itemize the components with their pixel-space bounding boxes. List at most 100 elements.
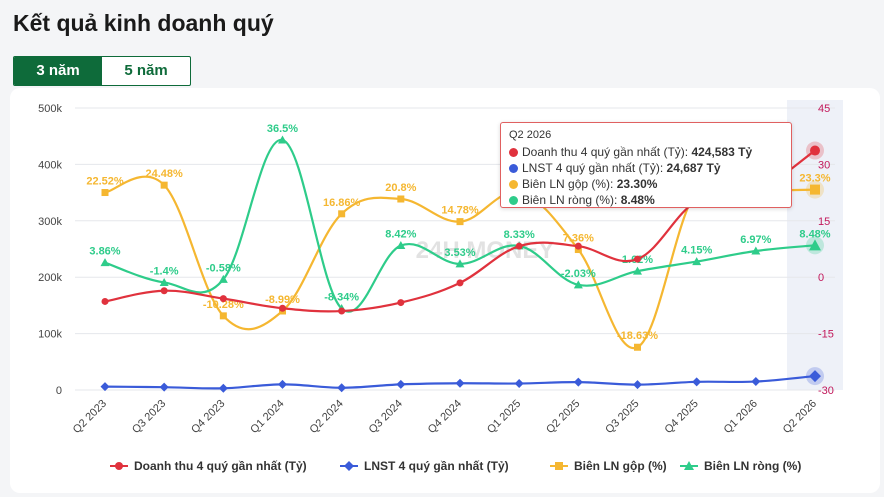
- data-point: [751, 377, 761, 387]
- data-point: [101, 297, 109, 305]
- x-tick-label: Q2 2026: [781, 398, 819, 436]
- x-tick-label: Q2 2023: [71, 398, 109, 436]
- data-label: -8.99%: [265, 294, 300, 306]
- y-right-tick-label: -15: [818, 329, 834, 341]
- y-left-tick-label: 400k: [38, 159, 62, 171]
- data-point: [396, 379, 406, 389]
- data-point: [633, 380, 642, 390]
- data-point: [160, 181, 168, 189]
- tooltip-dot: [509, 180, 518, 189]
- page-title: Kết quả kinh doanh quý: [13, 10, 274, 36]
- data-point: [456, 279, 464, 287]
- data-label: 20.8%: [385, 182, 416, 194]
- legend-marker: [344, 461, 354, 471]
- data-point: [692, 377, 702, 387]
- data-label: 8.42%: [385, 229, 416, 241]
- data-point: [160, 287, 168, 295]
- data-point: [397, 195, 405, 203]
- data-label: -2.03%: [561, 268, 596, 280]
- x-tick-label: Q4 2024: [426, 398, 464, 436]
- tooltip-dot: [509, 164, 518, 173]
- x-tick-label: Q1 2026: [722, 398, 760, 436]
- data-point: [338, 307, 346, 315]
- watermark-logo: 24H MONEY: [416, 237, 555, 264]
- data-point: [634, 343, 641, 351]
- y-right-tick-label: -30: [818, 385, 834, 397]
- data-label: 16.86%: [323, 197, 361, 209]
- data-point: [159, 277, 169, 286]
- x-tick-label: Q3 2025: [603, 398, 641, 436]
- data-point: [574, 242, 582, 250]
- legend-label: Biên LN ròng (%): [704, 459, 801, 473]
- data-point: [279, 304, 286, 312]
- legend-marker: [115, 462, 123, 470]
- data-point: [218, 383, 228, 393]
- data-point: [337, 383, 347, 393]
- data-point: [396, 241, 406, 250]
- tooltip-row-revenue: Doanh thu 4 quý gần nhất (Tỷ): 424,583 T…: [509, 144, 783, 160]
- data-point: [100, 258, 110, 267]
- data-point: [573, 280, 583, 289]
- data-label: 7.36%: [563, 233, 594, 245]
- data-label: 22.52%: [86, 176, 124, 188]
- tooltip-dot: [509, 196, 518, 205]
- period-tabs: 3 năm 5 năm: [13, 56, 191, 86]
- data-point: [573, 377, 583, 387]
- tooltip-value: 24,687 Tỷ: [666, 161, 721, 175]
- tooltip-row-gross-margin: Biên LN gộp (%): 23.30%: [509, 176, 783, 192]
- y-right-tick-label: 45: [818, 103, 830, 115]
- data-point: [219, 295, 227, 303]
- data-point: [219, 312, 227, 320]
- data-point: [100, 382, 110, 392]
- data-label: 14.78%: [441, 205, 479, 217]
- y-left-tick-label: 100k: [38, 329, 62, 341]
- tab-5-years[interactable]: 5 năm: [124, 62, 168, 79]
- tooltip-dot: [509, 148, 518, 157]
- data-label: 8.33%: [504, 229, 535, 241]
- legend-label: LNST 4 quý gần nhất (Tỷ): [364, 459, 509, 473]
- tooltip-label: LNST 4 quý gần nhất (Tỷ):: [522, 161, 667, 175]
- tooltip-label: Biên LN gộp (%):: [522, 177, 617, 191]
- data-point: [810, 184, 820, 195]
- data-point: [809, 239, 821, 251]
- x-tick-label: Q4 2025: [662, 398, 700, 436]
- tooltip-value: 8.48%: [620, 193, 655, 207]
- y-right-tick-label: 0: [818, 272, 824, 284]
- y-right-tick-label: 15: [818, 216, 830, 228]
- data-point: [810, 145, 820, 156]
- data-point: [159, 382, 169, 392]
- data-point: [218, 274, 228, 283]
- data-point: [338, 210, 346, 218]
- tooltip-value: 23.30%: [616, 177, 658, 191]
- business-results-chart[interactable]: 0 100k 200k 300k 400k 500k -30 -15 0 15 30 45 Q2 202…: [10, 88, 880, 493]
- y-left-tick-label: 500k: [38, 103, 62, 115]
- x-tick-label: Q3 2023: [130, 398, 168, 436]
- data-label: -1.4%: [150, 265, 179, 277]
- y-left-tick-label: 200k: [38, 272, 62, 284]
- data-label: 36.5%: [267, 123, 298, 135]
- data-label: 4.15%: [681, 245, 712, 257]
- tooltip-row-profit: LNST 4 quý gần nhất (Tỷ): 24,687 Tỷ: [509, 160, 783, 176]
- series-line: [104, 138, 816, 313]
- data-label: 3.86%: [89, 246, 120, 258]
- tooltip-row-net-margin: Biên LN ròng (%): 8.48%: [509, 192, 783, 208]
- data-point: [278, 135, 287, 144]
- data-point: [455, 259, 465, 268]
- tab-3-years[interactable]: 3 năm: [14, 57, 102, 85]
- data-label: 6.97%: [740, 234, 771, 246]
- data-label: -8.34%: [324, 292, 359, 304]
- y-left-tick-label: 0: [56, 385, 62, 397]
- data-point: [515, 242, 523, 250]
- chart-tooltip: Q2 2026 Doanh thu 4 quý gần nhất (Tỷ): 4…: [500, 122, 792, 208]
- y-left-tick-label: 300k: [38, 216, 62, 228]
- data-point: [455, 378, 465, 388]
- data-label: 8.48%: [799, 228, 830, 240]
- data-point: [514, 379, 524, 389]
- data-point: [751, 246, 761, 255]
- y-right-tick-label: 30: [818, 159, 830, 171]
- tooltip-header: Q2 2026: [509, 129, 552, 141]
- data-label: 23.3%: [799, 173, 830, 185]
- data-point: [278, 379, 287, 389]
- legend-label: Biên LN gộp (%): [574, 459, 667, 473]
- data-label: -10.28%: [203, 299, 244, 311]
